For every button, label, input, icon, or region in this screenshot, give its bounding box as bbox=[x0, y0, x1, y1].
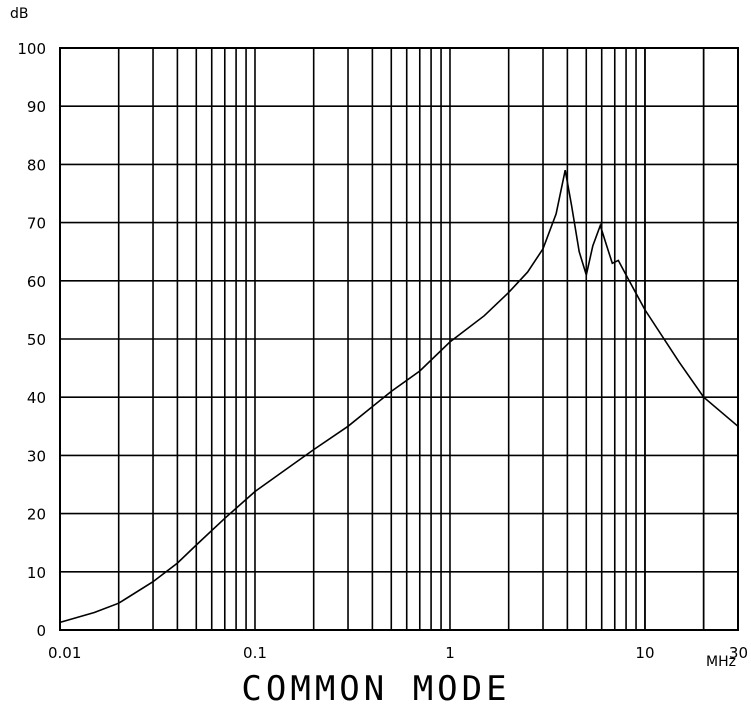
x-tick-label: 10 bbox=[635, 644, 654, 662]
x-tick-label: 30 bbox=[729, 644, 748, 662]
x-tick-label: 1 bbox=[445, 644, 455, 662]
series-line bbox=[59, 170, 739, 624]
y-tick-label: 10 bbox=[27, 564, 46, 582]
x-tick-label: 0.01 bbox=[48, 644, 81, 662]
y-tick-label: 40 bbox=[27, 389, 46, 407]
x-axis-label: MHz bbox=[706, 654, 736, 670]
y-tick-label: 60 bbox=[27, 273, 46, 291]
tick-labels: 0 10 20 30 40 50 60 70 80 90 100 0.01 0.1 1 10 30 bbox=[17, 40, 748, 662]
y-tick-label: 100 bbox=[17, 40, 46, 58]
x-tick-label: 0.1 bbox=[243, 644, 267, 662]
y-tick-label: 70 bbox=[27, 215, 46, 233]
chart-title: COMMON MODE bbox=[241, 669, 510, 708]
y-tick-label: 90 bbox=[27, 98, 46, 116]
y-tick-label: 50 bbox=[27, 331, 46, 349]
y-tick-label: 20 bbox=[27, 506, 46, 524]
grid-lines bbox=[60, 48, 738, 630]
y-tick-label: 0 bbox=[36, 622, 46, 640]
y-tick-label: 30 bbox=[27, 447, 46, 465]
y-tick-label: 80 bbox=[27, 156, 46, 174]
y-axis-label: dB bbox=[10, 6, 29, 22]
